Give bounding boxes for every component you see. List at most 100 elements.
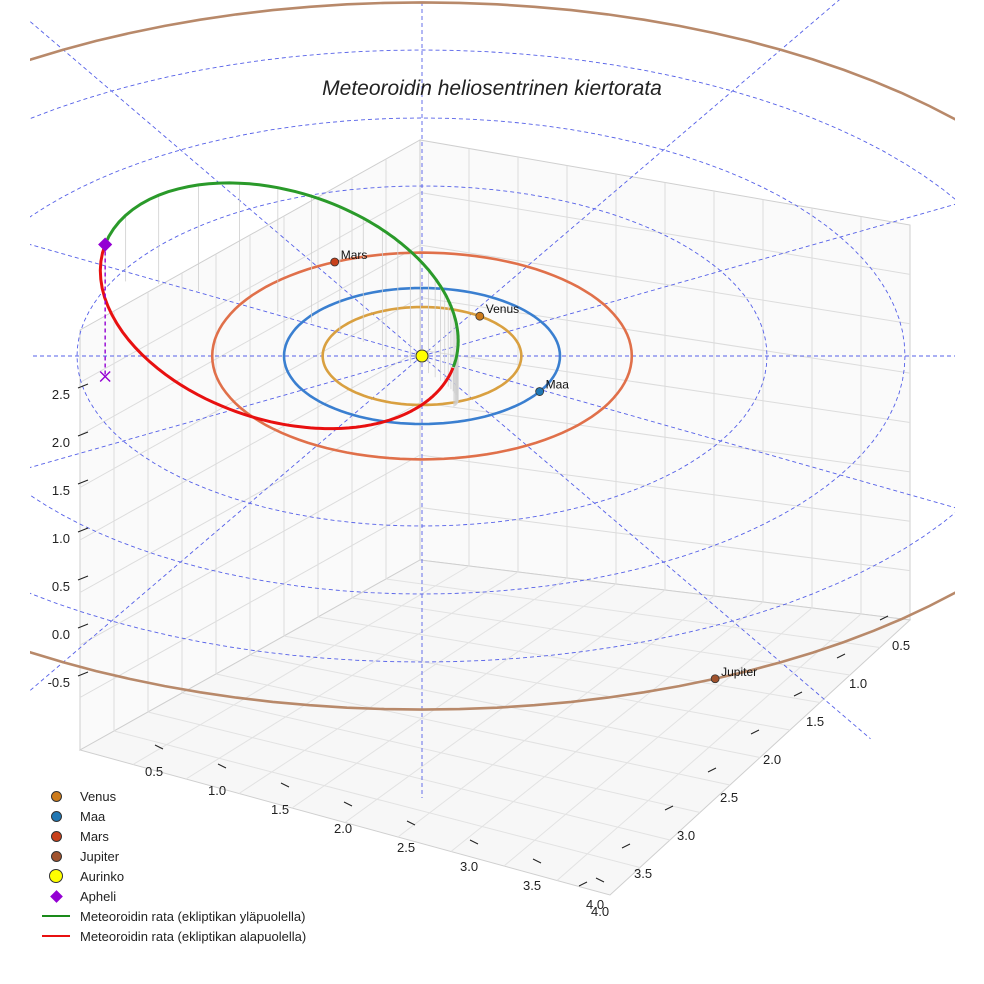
x-tick-label: 1.0 bbox=[208, 783, 226, 798]
legend-marker bbox=[38, 906, 74, 926]
z-tick bbox=[77, 479, 89, 485]
x-tick-label: 0.5 bbox=[145, 764, 163, 779]
reference-radial-line bbox=[421, 0, 840, 357]
legend-marker bbox=[38, 786, 74, 806]
legend-item: Mars bbox=[38, 826, 306, 846]
legend-label: Meteoroidin rata (ekliptikan yläpuolella… bbox=[80, 908, 306, 924]
legend-item: Meteoroidin rata (ekliptikan yläpuolella… bbox=[38, 906, 306, 926]
z-tick-label: 0.0 bbox=[52, 627, 70, 642]
legend-marker bbox=[38, 886, 74, 906]
y-tick-label: 3.5 bbox=[634, 866, 652, 881]
x-tick bbox=[217, 763, 227, 769]
legend-item: Maa bbox=[38, 806, 306, 826]
z-tick-label: -0.5 bbox=[48, 675, 70, 690]
grid-line bbox=[79, 349, 421, 541]
y-tick bbox=[578, 881, 588, 887]
grid-line bbox=[503, 607, 813, 867]
maa-label: Maa bbox=[546, 378, 570, 392]
y-tick-label: 2.0 bbox=[763, 752, 781, 767]
x-tick bbox=[595, 877, 605, 883]
chart-title: Meteoroidin heliosentrinen kiertorata bbox=[322, 77, 662, 100]
jupiter-marker bbox=[710, 674, 720, 684]
grid-line bbox=[419, 297, 911, 374]
grid-line bbox=[283, 635, 791, 731]
meteoroid-drop-lines bbox=[104, 183, 459, 407]
z-tick-label: 1.5 bbox=[52, 483, 70, 498]
grid-line bbox=[79, 454, 421, 646]
x-tick-label: 1.5 bbox=[271, 802, 289, 817]
reference-radial-line bbox=[30, 355, 423, 468]
meteoroid-orbit bbox=[98, 181, 460, 431]
reference-radial-line bbox=[421, 355, 871, 740]
legend-label: Aurinko bbox=[80, 868, 125, 884]
maa-marker bbox=[535, 387, 545, 396]
x-tick bbox=[469, 839, 479, 845]
z-tick-label: 2.0 bbox=[52, 435, 70, 450]
aphelion-marker bbox=[98, 237, 113, 252]
y-tick-label: 2.5 bbox=[720, 790, 738, 805]
venus-marker bbox=[475, 311, 485, 321]
z-tick bbox=[77, 383, 89, 389]
legend-label: Maa bbox=[80, 808, 106, 824]
y-tick bbox=[836, 653, 846, 659]
z-tick-label: 0.5 bbox=[52, 579, 70, 594]
planet-orbits bbox=[30, 1, 955, 711]
grid-lines bbox=[79, 148, 911, 881]
venus-orbit bbox=[321, 305, 523, 407]
legend-marker bbox=[38, 866, 74, 886]
z-tick-label: 1.0 bbox=[52, 531, 70, 546]
reference-radial-line bbox=[421, 355, 955, 509]
legend-label: Venus bbox=[80, 788, 117, 804]
grid-line bbox=[419, 402, 911, 473]
sun-marker bbox=[415, 349, 429, 363]
grid-line bbox=[450, 601, 764, 852]
meteoroid-orbit-below bbox=[98, 244, 455, 431]
x-tick bbox=[406, 820, 416, 826]
x-tick bbox=[154, 744, 164, 750]
x-tick-label: 3.0 bbox=[460, 859, 478, 874]
axis-ticks: 0.5 1.0 1.5 2.0 2.5 3.0 3.5 4.0 0.5 1.0 1.5 2.0 2.5 3… bbox=[48, 383, 910, 919]
mars-orbit bbox=[210, 251, 634, 461]
legend-label: Mars bbox=[80, 828, 109, 844]
grid-line bbox=[351, 597, 851, 676]
z-tick bbox=[77, 671, 89, 677]
grid-line bbox=[79, 402, 421, 593]
x-tick bbox=[343, 801, 353, 807]
y-tick bbox=[793, 691, 803, 697]
x-tick-label: 2.0 bbox=[334, 821, 352, 836]
venus-label: Venus bbox=[486, 302, 519, 316]
y-tick-label: 1.0 bbox=[849, 676, 867, 691]
meteoroid-orbit-above bbox=[103, 181, 460, 368]
maa-orbit bbox=[282, 286, 562, 426]
mars-label: Mars bbox=[341, 248, 368, 262]
grid-line bbox=[317, 616, 821, 703]
z-tick bbox=[77, 623, 89, 629]
y-tick bbox=[750, 729, 760, 735]
x-tick-label: 3.5 bbox=[523, 878, 541, 893]
legend-marker bbox=[38, 846, 74, 866]
y-tick-label: 4.0 bbox=[591, 904, 609, 919]
reference-radial-line bbox=[30, 244, 423, 357]
y-tick bbox=[621, 843, 631, 849]
legend-marker bbox=[38, 926, 74, 946]
y-tick-label: 1.5 bbox=[806, 714, 824, 729]
jupiter-label: Jupiter bbox=[721, 665, 757, 679]
grid-line bbox=[419, 192, 911, 275]
z-tick bbox=[77, 575, 89, 581]
z-tick bbox=[77, 527, 89, 533]
grid-line bbox=[419, 507, 911, 572]
legend-item: Aurinko bbox=[38, 866, 306, 886]
x-tick-label: 4.0 bbox=[586, 897, 604, 912]
grid-line bbox=[79, 507, 421, 698]
z-tick bbox=[77, 431, 89, 437]
grid-line bbox=[419, 349, 911, 423]
grid-line bbox=[397, 595, 715, 838]
y-tick-label: 0.5 bbox=[892, 638, 910, 653]
reference-radial-line bbox=[421, 203, 955, 357]
y-tick bbox=[879, 615, 889, 621]
legend-label: Jupiter bbox=[80, 848, 120, 864]
legend-marker bbox=[38, 806, 74, 826]
grid-line bbox=[419, 244, 911, 325]
legend-label: Apheli bbox=[80, 888, 117, 904]
x-tick bbox=[532, 858, 542, 864]
